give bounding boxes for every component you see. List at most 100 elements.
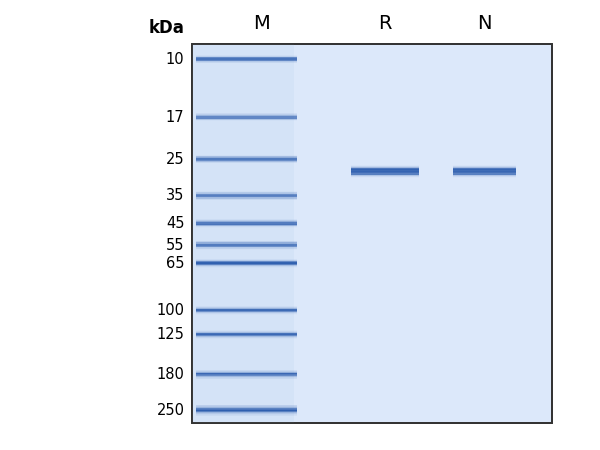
Bar	[196, 309, 297, 312]
Bar	[196, 309, 297, 310]
Bar	[196, 242, 297, 243]
Bar	[196, 58, 297, 61]
Text: 10: 10	[166, 52, 185, 67]
Bar	[351, 173, 419, 174]
Bar	[351, 167, 419, 168]
Bar	[196, 196, 297, 197]
Bar	[196, 374, 297, 375]
Bar	[196, 266, 297, 267]
Bar	[196, 411, 297, 412]
Bar	[453, 168, 516, 169]
Bar	[453, 165, 516, 166]
Bar	[196, 265, 297, 266]
Bar	[196, 312, 297, 313]
Bar	[196, 372, 297, 373]
Bar	[453, 176, 516, 177]
Text: N: N	[478, 14, 492, 33]
Bar	[196, 408, 297, 412]
Bar	[196, 333, 297, 336]
Bar	[453, 168, 516, 169]
Bar	[196, 314, 297, 315]
Bar	[196, 222, 297, 223]
Bar	[196, 337, 297, 338]
Bar	[351, 177, 419, 178]
Bar	[196, 306, 297, 307]
Bar	[453, 171, 516, 172]
Bar	[453, 168, 516, 175]
Bar	[196, 246, 297, 247]
Bar	[351, 170, 419, 171]
Bar	[196, 407, 297, 408]
Bar	[196, 226, 297, 227]
Bar	[351, 174, 419, 175]
Bar	[196, 226, 297, 227]
Bar	[196, 415, 297, 416]
Bar	[196, 194, 297, 195]
Bar	[196, 267, 297, 268]
Text: 125: 125	[157, 327, 185, 342]
Bar	[196, 196, 297, 197]
Bar	[196, 311, 297, 312]
Bar	[196, 223, 297, 224]
Text: kDa: kDa	[149, 19, 185, 37]
Bar	[196, 371, 297, 372]
Bar	[196, 194, 297, 198]
Bar	[453, 171, 516, 172]
Bar	[196, 241, 297, 242]
Bar	[351, 173, 419, 174]
Bar	[196, 197, 297, 198]
Bar	[196, 306, 297, 307]
Bar	[351, 165, 419, 166]
Bar	[196, 191, 297, 192]
Bar	[351, 166, 419, 167]
Bar	[191, 44, 552, 423]
Bar	[196, 334, 297, 335]
Bar	[196, 414, 297, 415]
Bar	[351, 169, 419, 170]
Bar	[196, 375, 297, 376]
Bar	[196, 221, 297, 222]
Text: 55: 55	[166, 238, 185, 253]
Bar	[196, 310, 297, 311]
Bar	[196, 337, 297, 338]
Bar	[196, 336, 297, 337]
Text: M: M	[254, 14, 270, 33]
Bar	[196, 335, 297, 336]
Bar	[196, 223, 297, 224]
Bar	[196, 248, 297, 249]
Bar	[196, 195, 297, 196]
Bar	[453, 169, 516, 170]
Bar	[196, 260, 297, 261]
Bar	[351, 168, 419, 169]
Text: 250: 250	[157, 403, 185, 418]
Text: 180: 180	[157, 367, 185, 382]
Bar	[196, 412, 297, 413]
Bar	[196, 377, 297, 378]
Bar	[351, 168, 419, 175]
Bar	[453, 174, 516, 175]
Bar	[453, 170, 516, 171]
Bar	[351, 166, 419, 167]
Bar	[453, 175, 516, 176]
Bar	[196, 307, 297, 308]
Text: 100: 100	[157, 303, 185, 318]
Text: 17: 17	[166, 110, 185, 125]
Bar	[453, 167, 516, 168]
Bar	[196, 116, 297, 118]
Bar	[196, 373, 297, 376]
Bar	[453, 166, 516, 167]
Bar	[196, 376, 297, 377]
Bar	[196, 409, 297, 410]
Bar	[196, 261, 297, 262]
Bar	[351, 172, 419, 173]
Bar	[196, 265, 297, 266]
Bar	[196, 259, 297, 260]
Bar	[453, 173, 516, 174]
Bar	[196, 244, 297, 245]
Bar	[196, 408, 297, 409]
Bar	[191, 44, 552, 423]
Bar	[351, 176, 419, 177]
Bar	[196, 331, 297, 332]
Bar	[196, 219, 297, 220]
Bar	[196, 314, 297, 315]
